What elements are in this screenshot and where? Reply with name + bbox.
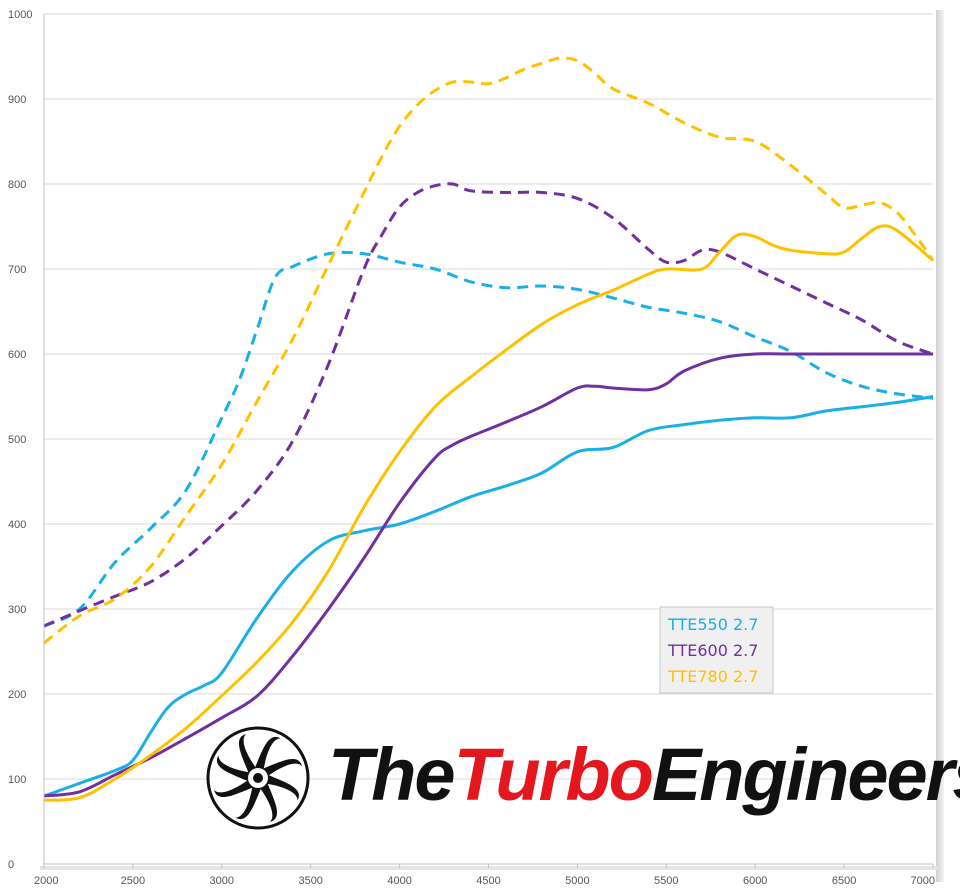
brand-word-the: The [328, 733, 454, 816]
y-tick-label: 400 [8, 519, 26, 531]
gridlines [44, 13, 933, 780]
turbine-blade [216, 755, 250, 782]
x-tick-label: 4000 [387, 875, 411, 887]
y-tick-label: 800 [8, 179, 26, 191]
series-line-1 [43, 352, 933, 798]
frame-shadow-right [936, 10, 944, 882]
x-tick-label: 3500 [298, 875, 322, 887]
y-tick-label: 700 [8, 264, 26, 276]
brand-logo: TheTurboEngineers [206, 726, 960, 830]
legend-item-1: TTE600 2.7 [667, 641, 758, 660]
turbine-blade [235, 786, 262, 820]
turbine-blade [262, 758, 302, 776]
series-layer [43, 56, 935, 802]
x-tick-label: 6500 [832, 875, 856, 887]
turbine-logo-icon [206, 726, 310, 830]
series-line-0 [43, 395, 934, 798]
x-tick-label: 7000 [911, 875, 935, 887]
legend-item-2: TTE780 2.7 [667, 667, 758, 686]
y-tick-label: 100 [8, 774, 26, 786]
brand-wordmark: TheTurboEngineers [328, 733, 960, 816]
y-tick-labels: 0 100 200 300 400 500 600 700 800 900 1000 [8, 9, 32, 871]
y-tick-label: 300 [8, 604, 26, 616]
brand-word-engineers: Engineers [652, 733, 960, 816]
x-tick-label: 5500 [654, 875, 678, 887]
turbine-blade [266, 774, 300, 801]
x-tick-label: 2500 [121, 875, 145, 887]
x-tick-label: 4500 [476, 875, 500, 887]
series-line-3 [43, 250, 934, 628]
legend-box [659, 606, 774, 694]
x-tick-label: 2000 [34, 875, 58, 887]
series-line-4 [43, 182, 934, 628]
series-line-5 [43, 56, 935, 645]
x-tick-label: 6000 [743, 875, 767, 887]
y-tick-label: 1000 [8, 9, 32, 21]
series-line-2 [43, 224, 934, 802]
y-tick-label: 600 [8, 349, 26, 361]
brand-word-turbo: Turbo [454, 733, 652, 816]
y-tick-label: 200 [8, 689, 26, 701]
y-tick-label: 900 [8, 94, 26, 106]
legend-item-0: TTE550 2.7 [667, 615, 758, 634]
y-tick-label: 500 [8, 434, 26, 446]
turbine-blade [260, 782, 278, 822]
turbine-blade [214, 780, 254, 798]
turbine-blade [238, 734, 256, 774]
turbine-blade [254, 736, 281, 770]
x-tick-labels: 2000 2500 3000 3500 4000 4500 5000 5500 6000 6500… [34, 864, 935, 887]
x-tick-label: 5000 [565, 875, 589, 887]
legend: TTE550 2.7 TTE600 2.7 TTE780 2.7 [659, 606, 774, 694]
y-tick-label: 0 [8, 859, 14, 871]
x-tick-label: 3000 [210, 875, 234, 887]
